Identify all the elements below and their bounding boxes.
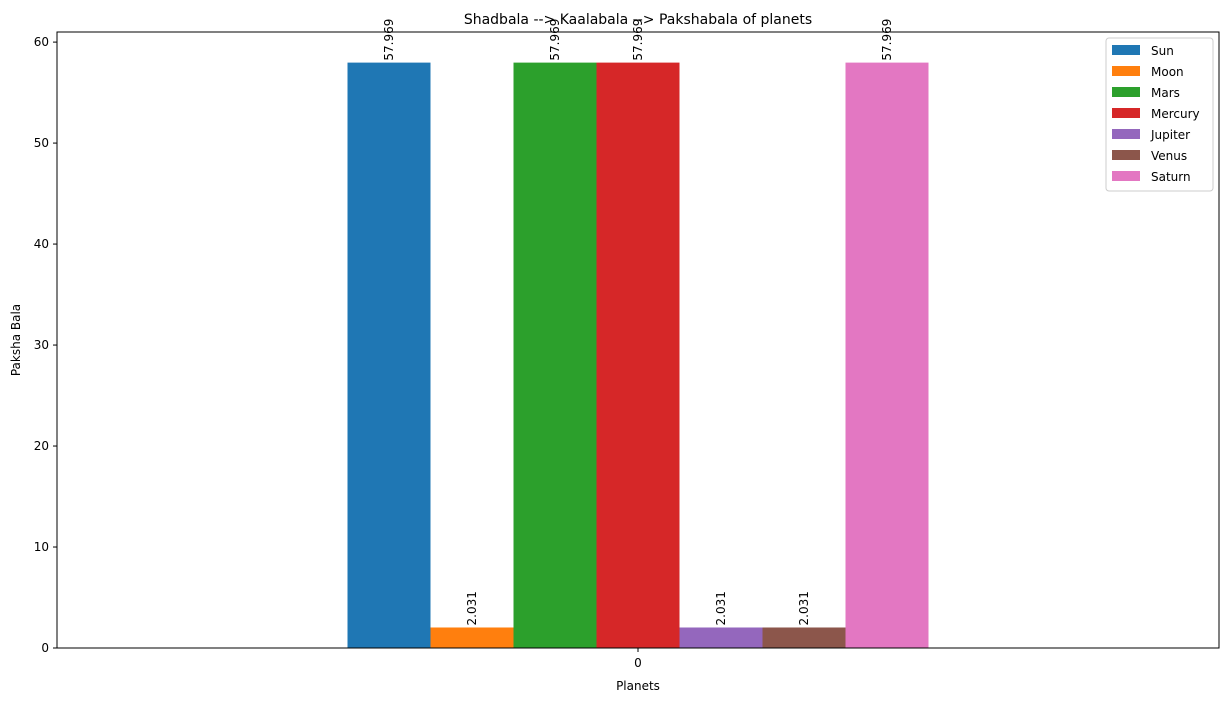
legend-swatch-jupiter: [1112, 129, 1140, 139]
data-label-saturn: 57.969: [880, 19, 894, 61]
legend-swatch-mars: [1112, 87, 1140, 97]
legend-label-moon: Moon: [1151, 65, 1184, 79]
legend-swatch-mercury: [1112, 108, 1140, 118]
legend-label-venus: Venus: [1151, 149, 1187, 163]
legend: Sun Moon Mars Mercury Jupiter Venus Saturn: [1105, 37, 1214, 192]
bar-saturn: [845, 62, 929, 648]
bar-jupiter: [679, 627, 763, 648]
data-label-mercury: 57.969: [631, 19, 645, 61]
legend-swatch-sun: [1112, 45, 1140, 55]
y-tick-label: 60: [34, 35, 49, 49]
data-labels: 57.969 2.031 57.969 57.969 2.031 2.031 57.969: [382, 19, 894, 626]
legend-label-mars: Mars: [1151, 86, 1180, 100]
bar-sun: [347, 62, 431, 648]
data-label-jupiter: 2.031: [714, 591, 728, 625]
plot-area: 57.969 2.031 57.969 57.969 2.031 2.03157.969 …: [34, 19, 1220, 670]
data-label-mars: 57.969: [548, 19, 562, 61]
x-axis-ticks: 0: [634, 648, 642, 670]
legend-label-mercury: Mercury: [1151, 107, 1200, 121]
y-tick-label: 0: [41, 641, 49, 655]
y-tick-label: 50: [34, 136, 49, 150]
y-tick-label: 10: [34, 540, 49, 554]
y-axis-ticks: 0 10 20 30 40 50 60: [34, 35, 57, 655]
data-label-moon: 2.031: [465, 591, 479, 625]
bar-mars: [513, 62, 597, 648]
bar-mercury: [596, 62, 680, 648]
y-tick-label: 40: [34, 237, 49, 251]
y-tick-label: 20: [34, 439, 49, 453]
legend-label-saturn: Saturn: [1151, 170, 1191, 184]
x-tick-label: 0: [634, 656, 642, 670]
x-axis-label: Planets: [616, 679, 660, 693]
bar-venus: [762, 627, 846, 648]
legend-swatch-saturn: [1112, 171, 1140, 181]
data-label-venus: 2.031: [797, 591, 811, 625]
bars: [347, 62, 929, 648]
y-tick-label: 30: [34, 338, 49, 352]
legend-label-jupiter: Jupiter: [1150, 128, 1190, 142]
data-label-sun: 57.969: [382, 19, 396, 61]
bar-moon: [430, 627, 514, 648]
y-axis-label: Paksha Bala: [9, 304, 23, 376]
chart-title: Shadbala --> Kaalabala --> Pakshabala of…: [464, 12, 812, 28]
legend-label-sun: Sun: [1151, 44, 1174, 58]
legend-swatch-moon: [1112, 66, 1140, 76]
legend-swatch-venus: [1112, 150, 1140, 160]
